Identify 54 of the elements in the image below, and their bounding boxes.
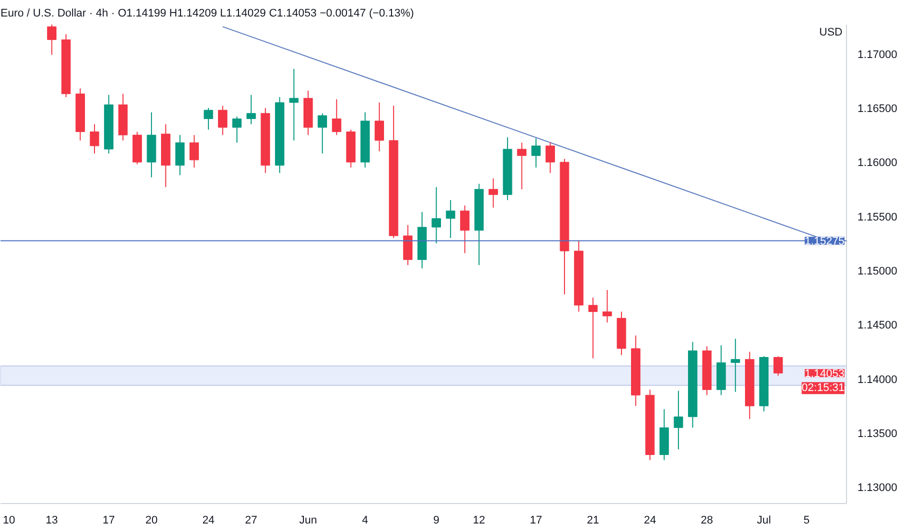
- candlestick: [204, 107, 214, 130]
- x-tick-label: 4: [362, 514, 368, 526]
- candlestick: [531, 138, 541, 168]
- chart-title: Euro / U.S. Dollar · 4h · O1.14199 H1.14209 L1.14029 C1.14053 −0.00147 (−0.13%): [0, 8, 414, 20]
- y-tick-label: 1.17000: [858, 48, 898, 61]
- candlestick: [289, 68, 299, 141]
- y-tick-label: 1.16500: [858, 102, 898, 115]
- y-tick-label: 1.16000: [858, 157, 898, 170]
- y-tick-label: 1.15000: [858, 266, 898, 278]
- candlestick: [588, 297, 598, 359]
- candlestick: [446, 200, 456, 238]
- x-tick-label: Jun: [299, 514, 318, 526]
- candlestick: [175, 134, 185, 176]
- candlestick: [318, 112, 328, 154]
- candlestick: [488, 178, 498, 208]
- x-tick-label: 27: [245, 514, 258, 526]
- x-tick-label: 12: [472, 514, 486, 526]
- candlestick: [730, 338, 740, 392]
- candlestick: [432, 186, 441, 244]
- candlestick: [90, 124, 100, 154]
- y-tick-label: 1.14500: [858, 320, 898, 332]
- x-tick-label: 10: [2, 514, 16, 526]
- y-axis-title: USD: [819, 26, 843, 38]
- ref-line-label: 1.15275: [804, 236, 845, 248]
- candlestick: [232, 116, 242, 144]
- candlestick: [47, 24, 56, 56]
- candlestick: [374, 102, 384, 152]
- y-tick-label: 1.14000: [858, 374, 898, 386]
- x-tick-label: 28: [700, 514, 714, 526]
- candlestick: [460, 204, 470, 254]
- x-tick-label: 24: [202, 514, 215, 526]
- x-tick-label: 21: [586, 514, 600, 526]
- candlestick: [246, 94, 256, 125]
- candlestick: [773, 356, 783, 376]
- y-tick-label: 1.13500: [858, 428, 898, 440]
- x-tick-label: 13: [46, 514, 58, 526]
- annotation: 02:15:31: [802, 382, 845, 394]
- y-tick-label: 1.13000: [858, 482, 898, 494]
- x-tick-label: 24: [644, 514, 656, 526]
- x-tick-label: Jul: [756, 514, 771, 526]
- y-tick-label: 1.15500: [858, 211, 898, 224]
- x-tick-label: 9: [433, 514, 440, 526]
- candlestick: [218, 105, 228, 136]
- candlestick: [190, 134, 199, 168]
- candlestick: [546, 142, 555, 174]
- x-tick-label: 5: [804, 514, 810, 526]
- candlestick: [674, 390, 684, 450]
- x-tick-label: 17: [530, 514, 542, 526]
- x-tick-label: 20: [145, 514, 158, 526]
- candlestick: [332, 98, 342, 136]
- candlestick: [403, 224, 412, 266]
- candlestick: [602, 290, 612, 324]
- candlestick: [517, 142, 526, 190]
- x-tick-label: 17: [102, 514, 115, 526]
